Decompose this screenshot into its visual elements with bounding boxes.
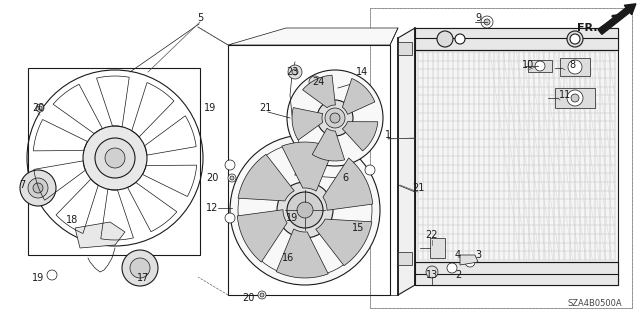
Text: 23: 23 [286, 67, 298, 77]
Text: 20: 20 [32, 103, 44, 113]
Text: 18: 18 [66, 215, 78, 225]
Text: 7: 7 [19, 180, 25, 190]
Circle shape [481, 16, 493, 28]
Polygon shape [528, 60, 552, 72]
Circle shape [455, 34, 465, 44]
Circle shape [426, 266, 438, 278]
Circle shape [567, 90, 583, 106]
Circle shape [105, 148, 125, 168]
Circle shape [230, 176, 234, 180]
Text: 19: 19 [204, 103, 216, 113]
Circle shape [38, 106, 42, 110]
Circle shape [277, 182, 333, 238]
Polygon shape [276, 229, 328, 278]
Circle shape [130, 258, 150, 278]
Circle shape [447, 263, 457, 273]
Text: 14: 14 [356, 67, 368, 77]
Circle shape [571, 94, 579, 102]
Circle shape [258, 291, 266, 299]
Polygon shape [555, 88, 595, 108]
Circle shape [230, 135, 380, 285]
Text: 24: 24 [312, 77, 324, 87]
Text: 19: 19 [32, 273, 44, 283]
Polygon shape [460, 255, 478, 265]
Text: 1: 1 [385, 130, 391, 140]
Polygon shape [292, 108, 323, 140]
Polygon shape [398, 28, 415, 295]
Circle shape [47, 270, 57, 280]
Text: 20: 20 [242, 293, 254, 303]
Text: 16: 16 [282, 253, 294, 263]
Text: 10: 10 [522, 60, 534, 70]
Text: 13: 13 [426, 270, 438, 280]
Text: 5: 5 [197, 13, 203, 23]
Polygon shape [342, 78, 375, 114]
Circle shape [297, 202, 313, 218]
Circle shape [317, 100, 353, 136]
Text: 21: 21 [259, 103, 271, 113]
Circle shape [570, 34, 580, 44]
Circle shape [484, 19, 490, 25]
Polygon shape [312, 128, 345, 161]
Text: 8: 8 [569, 60, 575, 70]
Text: 4: 4 [455, 250, 461, 260]
Polygon shape [323, 158, 372, 210]
Text: 22: 22 [426, 230, 438, 240]
Circle shape [288, 65, 302, 79]
Circle shape [20, 170, 56, 206]
Circle shape [437, 31, 453, 47]
Circle shape [225, 160, 235, 170]
Circle shape [287, 192, 323, 228]
Text: 21: 21 [412, 183, 424, 193]
Text: SZA4B0500A: SZA4B0500A [568, 299, 622, 308]
Circle shape [309, 76, 321, 88]
Circle shape [342, 172, 354, 184]
Circle shape [28, 178, 48, 198]
Circle shape [568, 60, 582, 74]
Text: FR.: FR. [577, 23, 597, 33]
Circle shape [287, 70, 383, 166]
Circle shape [225, 213, 235, 223]
Text: 17: 17 [137, 273, 149, 283]
Circle shape [292, 69, 298, 75]
Circle shape [260, 293, 264, 297]
Polygon shape [237, 210, 287, 262]
Text: 12: 12 [206, 203, 218, 213]
Polygon shape [342, 122, 378, 151]
Circle shape [228, 174, 236, 182]
Text: 15: 15 [352, 223, 364, 233]
Text: 9: 9 [475, 13, 481, 23]
Polygon shape [228, 28, 398, 45]
Text: 6: 6 [342, 173, 348, 183]
Circle shape [95, 138, 135, 178]
Circle shape [33, 183, 43, 193]
Circle shape [83, 126, 147, 190]
Polygon shape [398, 42, 412, 55]
Text: 20: 20 [206, 173, 218, 183]
Circle shape [465, 257, 475, 267]
Text: 3: 3 [475, 250, 481, 260]
Text: 19: 19 [286, 213, 298, 223]
Polygon shape [415, 28, 618, 285]
Circle shape [36, 104, 44, 112]
Circle shape [567, 31, 583, 47]
Circle shape [330, 113, 340, 123]
Polygon shape [238, 154, 294, 201]
Circle shape [535, 61, 545, 71]
Polygon shape [415, 28, 618, 50]
Circle shape [365, 165, 375, 175]
Polygon shape [415, 262, 618, 285]
Polygon shape [316, 219, 372, 266]
Polygon shape [430, 238, 445, 258]
Polygon shape [303, 75, 335, 108]
Polygon shape [398, 252, 412, 265]
Circle shape [325, 108, 345, 128]
Polygon shape [75, 222, 125, 248]
Polygon shape [560, 58, 590, 76]
Polygon shape [282, 142, 333, 191]
Text: 11: 11 [559, 90, 571, 100]
Text: 2: 2 [455, 270, 461, 280]
Circle shape [122, 250, 158, 286]
FancyArrow shape [598, 4, 636, 34]
